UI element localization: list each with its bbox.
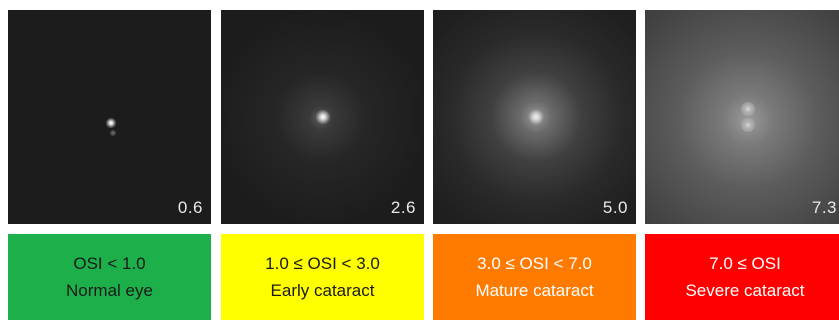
label-box-mature-cataract: 3.0 ≤ OSI < 7.0 Mature cataract — [433, 234, 636, 320]
osi-value: 5.0 — [602, 198, 628, 217]
osi-range: 1.0 ≤ OSI < 3.0 — [265, 254, 380, 273]
psf-image-normal-eye: 0.6 — [8, 10, 211, 224]
psf-image-severe-cataract: 7.3 — [645, 10, 839, 224]
category-label: Mature cataract — [475, 281, 594, 300]
osi-range: OSI < 1.0 — [73, 254, 146, 273]
osi-range: 3.0 ≤ OSI < 7.0 — [477, 254, 592, 273]
psf-image-early-cataract: 2.6 — [221, 10, 424, 224]
osi-range: 7.0 ≤ OSI — [709, 254, 781, 273]
label-box-normal-eye: OSI < 1.0 Normal eye — [8, 234, 211, 320]
psf-image-mature-cataract: 5.0 — [433, 10, 636, 224]
category-label: Early cataract — [270, 281, 375, 300]
category-label: Normal eye — [66, 281, 153, 300]
osi-value: 0.6 — [177, 198, 203, 217]
label-box-severe-cataract: 7.0 ≤ OSI Severe cataract — [645, 234, 839, 320]
category-label: Severe cataract — [685, 281, 805, 300]
osi-value: 7.3 — [811, 198, 837, 217]
osi-value: 2.6 — [390, 198, 416, 217]
label-box-early-cataract: 1.0 ≤ OSI < 3.0 Early cataract — [221, 234, 424, 320]
